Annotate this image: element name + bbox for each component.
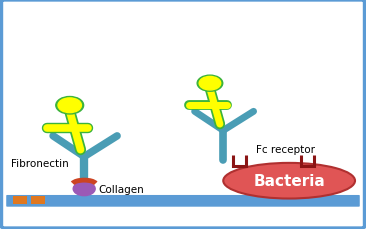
Circle shape: [73, 182, 95, 196]
Text: Fc receptor: Fc receptor: [256, 144, 315, 155]
Circle shape: [199, 77, 221, 90]
FancyBboxPatch shape: [13, 196, 27, 204]
Ellipse shape: [223, 163, 355, 199]
Text: Fibronectin: Fibronectin: [11, 159, 69, 169]
FancyBboxPatch shape: [6, 195, 360, 207]
Circle shape: [56, 97, 83, 114]
FancyBboxPatch shape: [31, 196, 45, 204]
Circle shape: [197, 76, 223, 92]
Text: Collagen: Collagen: [99, 185, 145, 195]
Circle shape: [58, 98, 81, 113]
Text: Bacteria: Bacteria: [253, 173, 325, 188]
